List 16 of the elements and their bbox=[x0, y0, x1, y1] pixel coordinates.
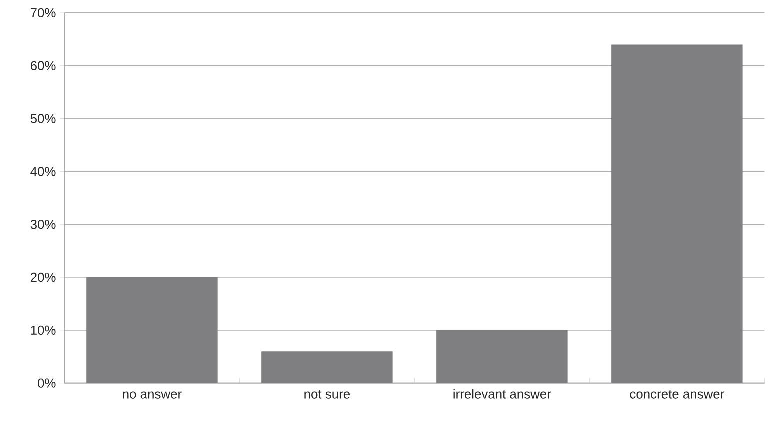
y-tick-label: 70% bbox=[30, 8, 56, 18]
x-tick-label: concrete answer bbox=[630, 390, 724, 399]
x-tick-label: irrelevant answer bbox=[454, 389, 552, 399]
bar bbox=[612, 44, 743, 384]
y-tick-label: 60% bbox=[30, 61, 56, 70]
y-tick-label: 0% bbox=[38, 378, 56, 388]
y-tick-label: 20% bbox=[30, 272, 56, 282]
y-tick-label: 50% bbox=[30, 114, 56, 124]
y-tick-label: 10% bbox=[31, 326, 56, 335]
bar bbox=[86, 277, 218, 384]
bar bbox=[436, 330, 568, 384]
bar bbox=[262, 352, 393, 384]
y-tick-label: 30% bbox=[30, 220, 56, 230]
x-tick-label: not sure bbox=[304, 390, 350, 399]
y-tick-label: 40% bbox=[30, 167, 56, 176]
x-tick-label: no answer bbox=[123, 392, 182, 399]
